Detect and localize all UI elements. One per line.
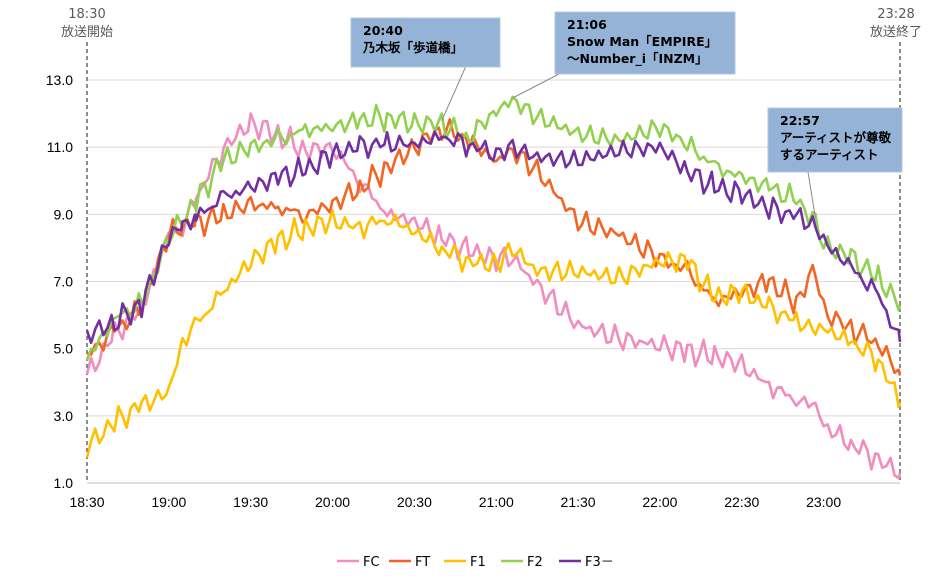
x-tick-label: 20:30 (397, 494, 432, 510)
start-time-label: 18:30 (68, 7, 105, 22)
callout-box (350, 17, 501, 68)
series-line-4 (85, 130, 902, 345)
legend-label: F1 (470, 555, 486, 570)
end-caption: 放送終了 (870, 24, 922, 40)
callout-text: 20:40 (363, 23, 403, 38)
legend-label: FT (415, 555, 430, 570)
y-tick-label: 11.0 (47, 139, 73, 155)
x-tick-label: 18:30 (69, 494, 104, 510)
y-axis-labels: 1.0 3.0 5.0 7.0 9.0 11.0 13.0 (46, 72, 73, 491)
x-tick-label: 19:30 (233, 494, 268, 510)
series-lines (85, 95, 902, 480)
annotation-callouts: 20:40 乃木坂「歩道橋」 21:06 Snow Man「EMPIRE」 ～Numbe… (350, 11, 903, 219)
callout-text: アーティストが尊敬 (780, 130, 892, 145)
x-tick-label: 22:00 (642, 494, 677, 510)
series-line-3 (85, 95, 902, 361)
callout-box (767, 107, 903, 173)
x-tick-label: 23:00 (806, 494, 841, 510)
callout-leader (512, 73, 560, 99)
x-tick-label: 22:30 (724, 494, 759, 510)
y-tick-label: 13.0 (46, 72, 73, 88)
legend-label: F2 (527, 555, 543, 570)
callout-text: 22:57 (780, 113, 820, 128)
callout-leader (807, 171, 816, 219)
legend-label: FC (363, 555, 380, 570)
callout-leader (441, 66, 466, 122)
y-tick-label: 5.0 (54, 341, 74, 357)
legend: FC FT F1 F2 F3－ (337, 555, 614, 570)
broadcast-markers: 18:30 放送開始 23:28 放送終了 (61, 7, 922, 483)
callout-text: ～Number_i「INZM」 (567, 51, 708, 67)
y-tick-label: 1.0 (54, 475, 74, 491)
callout-text: 21:06 (567, 17, 607, 32)
series-line-2 (85, 209, 902, 458)
end-time-label: 23:28 (877, 7, 914, 22)
start-caption: 放送開始 (61, 25, 113, 40)
x-tick-label: 21:30 (561, 494, 596, 510)
y-tick-label: 7.0 (54, 274, 74, 290)
x-tick-label: 19:00 (151, 494, 186, 510)
y-tick-label: 9.0 (54, 206, 74, 222)
legend-label: F3－ (585, 555, 614, 570)
x-tick-label: 21:00 (479, 494, 514, 510)
callout-box (554, 11, 736, 75)
y-tick-label: 3.0 (54, 408, 74, 424)
x-tick-label: 20:00 (315, 494, 350, 510)
x-axis-labels: 18:30 19:00 19:30 20:00 20:30 21:00 21:30 22:00… (69, 494, 841, 510)
callout-text: 乃木坂「歩道橋」 (362, 40, 463, 55)
callout-text: するアーティスト (780, 147, 879, 162)
callout-text: Snow Man「EMPIRE」 (567, 34, 717, 49)
